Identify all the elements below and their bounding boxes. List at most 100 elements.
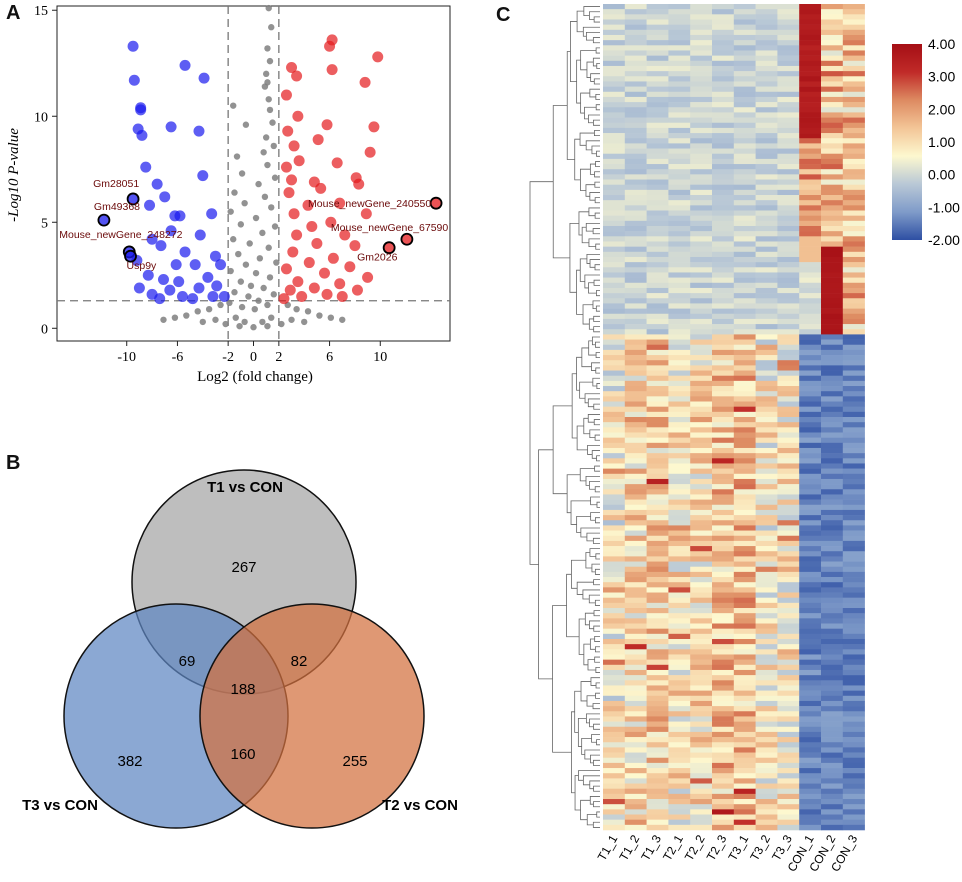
- heatmap-cell: [603, 649, 626, 655]
- heatmap-cell: [842, 561, 865, 568]
- dendrogram-branch: [576, 515, 591, 533]
- heatmap-cell: [733, 164, 756, 170]
- gene-label: Mouse_newGene_240550: [308, 198, 431, 210]
- heatmap-cell: [733, 55, 756, 62]
- heatmap-cell: [755, 313, 778, 320]
- heatmap-cell: [690, 272, 713, 278]
- dendrogram-branch: [582, 775, 600, 786]
- dendrogram-branch: [585, 552, 592, 569]
- heatmap-cell: [668, 55, 691, 62]
- heatmap-cell: [712, 742, 735, 748]
- heatmap-cell: [690, 210, 713, 216]
- heatmap-cell: [821, 303, 844, 309]
- heatmap-cell: [668, 762, 691, 769]
- heatmap-cell: [603, 133, 626, 139]
- dendrogram-branch: [596, 501, 600, 508]
- heatmap-cell: [690, 153, 713, 160]
- heatmap-cell: [799, 246, 822, 253]
- heatmap-cell: [624, 329, 647, 335]
- heatmap-cell: [712, 602, 735, 609]
- heatmap-cell: [842, 349, 865, 356]
- heatmap-cell: [646, 577, 669, 583]
- x-tick-label: -2: [222, 350, 234, 365]
- heatmap-cell: [603, 824, 626, 831]
- heatmap-cell: [799, 453, 822, 459]
- up-point: [362, 271, 374, 283]
- down-point: [179, 246, 191, 258]
- heatmap-cell: [777, 525, 800, 531]
- heatmap-cell: [624, 762, 647, 769]
- heatmap-cell: [690, 592, 713, 598]
- heatmap-cell: [777, 685, 800, 691]
- dendrogram-branch: [591, 734, 600, 743]
- heatmap-cell: [712, 406, 735, 413]
- heatmap-cell: [712, 14, 735, 20]
- heatmap-cell: [624, 561, 647, 568]
- heatmap-cell: [777, 592, 800, 598]
- dendrogram-branch: [589, 796, 600, 805]
- heatmap-cell: [799, 675, 822, 681]
- heatmap-cell: [646, 778, 669, 784]
- heatmap-cell: [799, 706, 822, 712]
- heatmap-cell: [755, 349, 778, 356]
- heatmap-cell: [755, 664, 778, 671]
- dendrogram-branch: [580, 92, 590, 114]
- heatmap-cell: [712, 215, 735, 222]
- heatmap-cell: [733, 432, 756, 438]
- heatmap-cell: [755, 644, 778, 650]
- ns-point: [268, 314, 275, 321]
- heatmap-cell: [712, 45, 735, 51]
- heatmap-cell: [821, 504, 844, 511]
- heatmap-cell: [777, 484, 800, 490]
- x-tick-label: 0: [250, 350, 257, 365]
- heatmap-cell: [777, 571, 800, 578]
- heatmap-cell: [603, 236, 626, 242]
- heatmap-cell: [712, 195, 735, 201]
- heatmap-cell: [668, 19, 691, 25]
- heatmap-cell: [777, 669, 800, 676]
- heatmap-cell: [668, 329, 691, 335]
- heatmap-cell: [821, 675, 844, 681]
- heatmap-cell: [603, 535, 626, 542]
- heatmap-cell: [603, 138, 626, 144]
- heatmap-cell: [799, 597, 822, 604]
- heatmap-cell: [733, 824, 756, 831]
- heatmap-cell: [624, 287, 647, 294]
- heatmap-cell: [842, 742, 865, 748]
- heatmap-cell: [842, 675, 865, 681]
- heatmap-cell: [603, 174, 626, 180]
- heatmap-cell: [733, 303, 756, 309]
- heatmap-cell: [690, 102, 713, 108]
- heatmap-cell: [712, 509, 735, 516]
- heatmap-cell: [777, 613, 800, 619]
- heatmap-cell: [733, 34, 756, 41]
- down-point: [197, 170, 209, 182]
- heatmap-cell: [712, 401, 735, 407]
- heatmap-cell: [733, 262, 756, 268]
- heatmap-cell: [733, 494, 756, 500]
- heatmap-cell: [799, 726, 822, 733]
- heatmap-cell: [799, 773, 822, 779]
- heatmap-cell: [603, 267, 626, 273]
- heatmap-cell: [646, 308, 669, 315]
- down-point: [211, 280, 223, 292]
- heatmap-cell: [646, 747, 669, 753]
- heatmap-cell: [603, 86, 626, 93]
- heatmap-cell: [799, 365, 822, 371]
- heatmap-cell: [690, 117, 713, 124]
- heatmap-cell: [603, 34, 626, 41]
- highlighted-gene-point: [126, 192, 140, 206]
- up-point: [283, 187, 295, 199]
- heatmap-cell: [842, 638, 865, 645]
- heatmap-cell: [690, 417, 713, 423]
- heatmap-cell: [842, 189, 865, 196]
- heatmap-cell: [603, 463, 626, 469]
- heatmap-cell: [821, 473, 844, 480]
- heatmap-cell: [755, 391, 778, 397]
- dendrogram-branch: [580, 799, 591, 821]
- heatmap-cell: [668, 659, 691, 666]
- heatmap-cell: [733, 675, 756, 681]
- heatmap-cell: [799, 225, 822, 232]
- heatmap-cell: [668, 618, 691, 624]
- heatmap-cell: [712, 530, 735, 537]
